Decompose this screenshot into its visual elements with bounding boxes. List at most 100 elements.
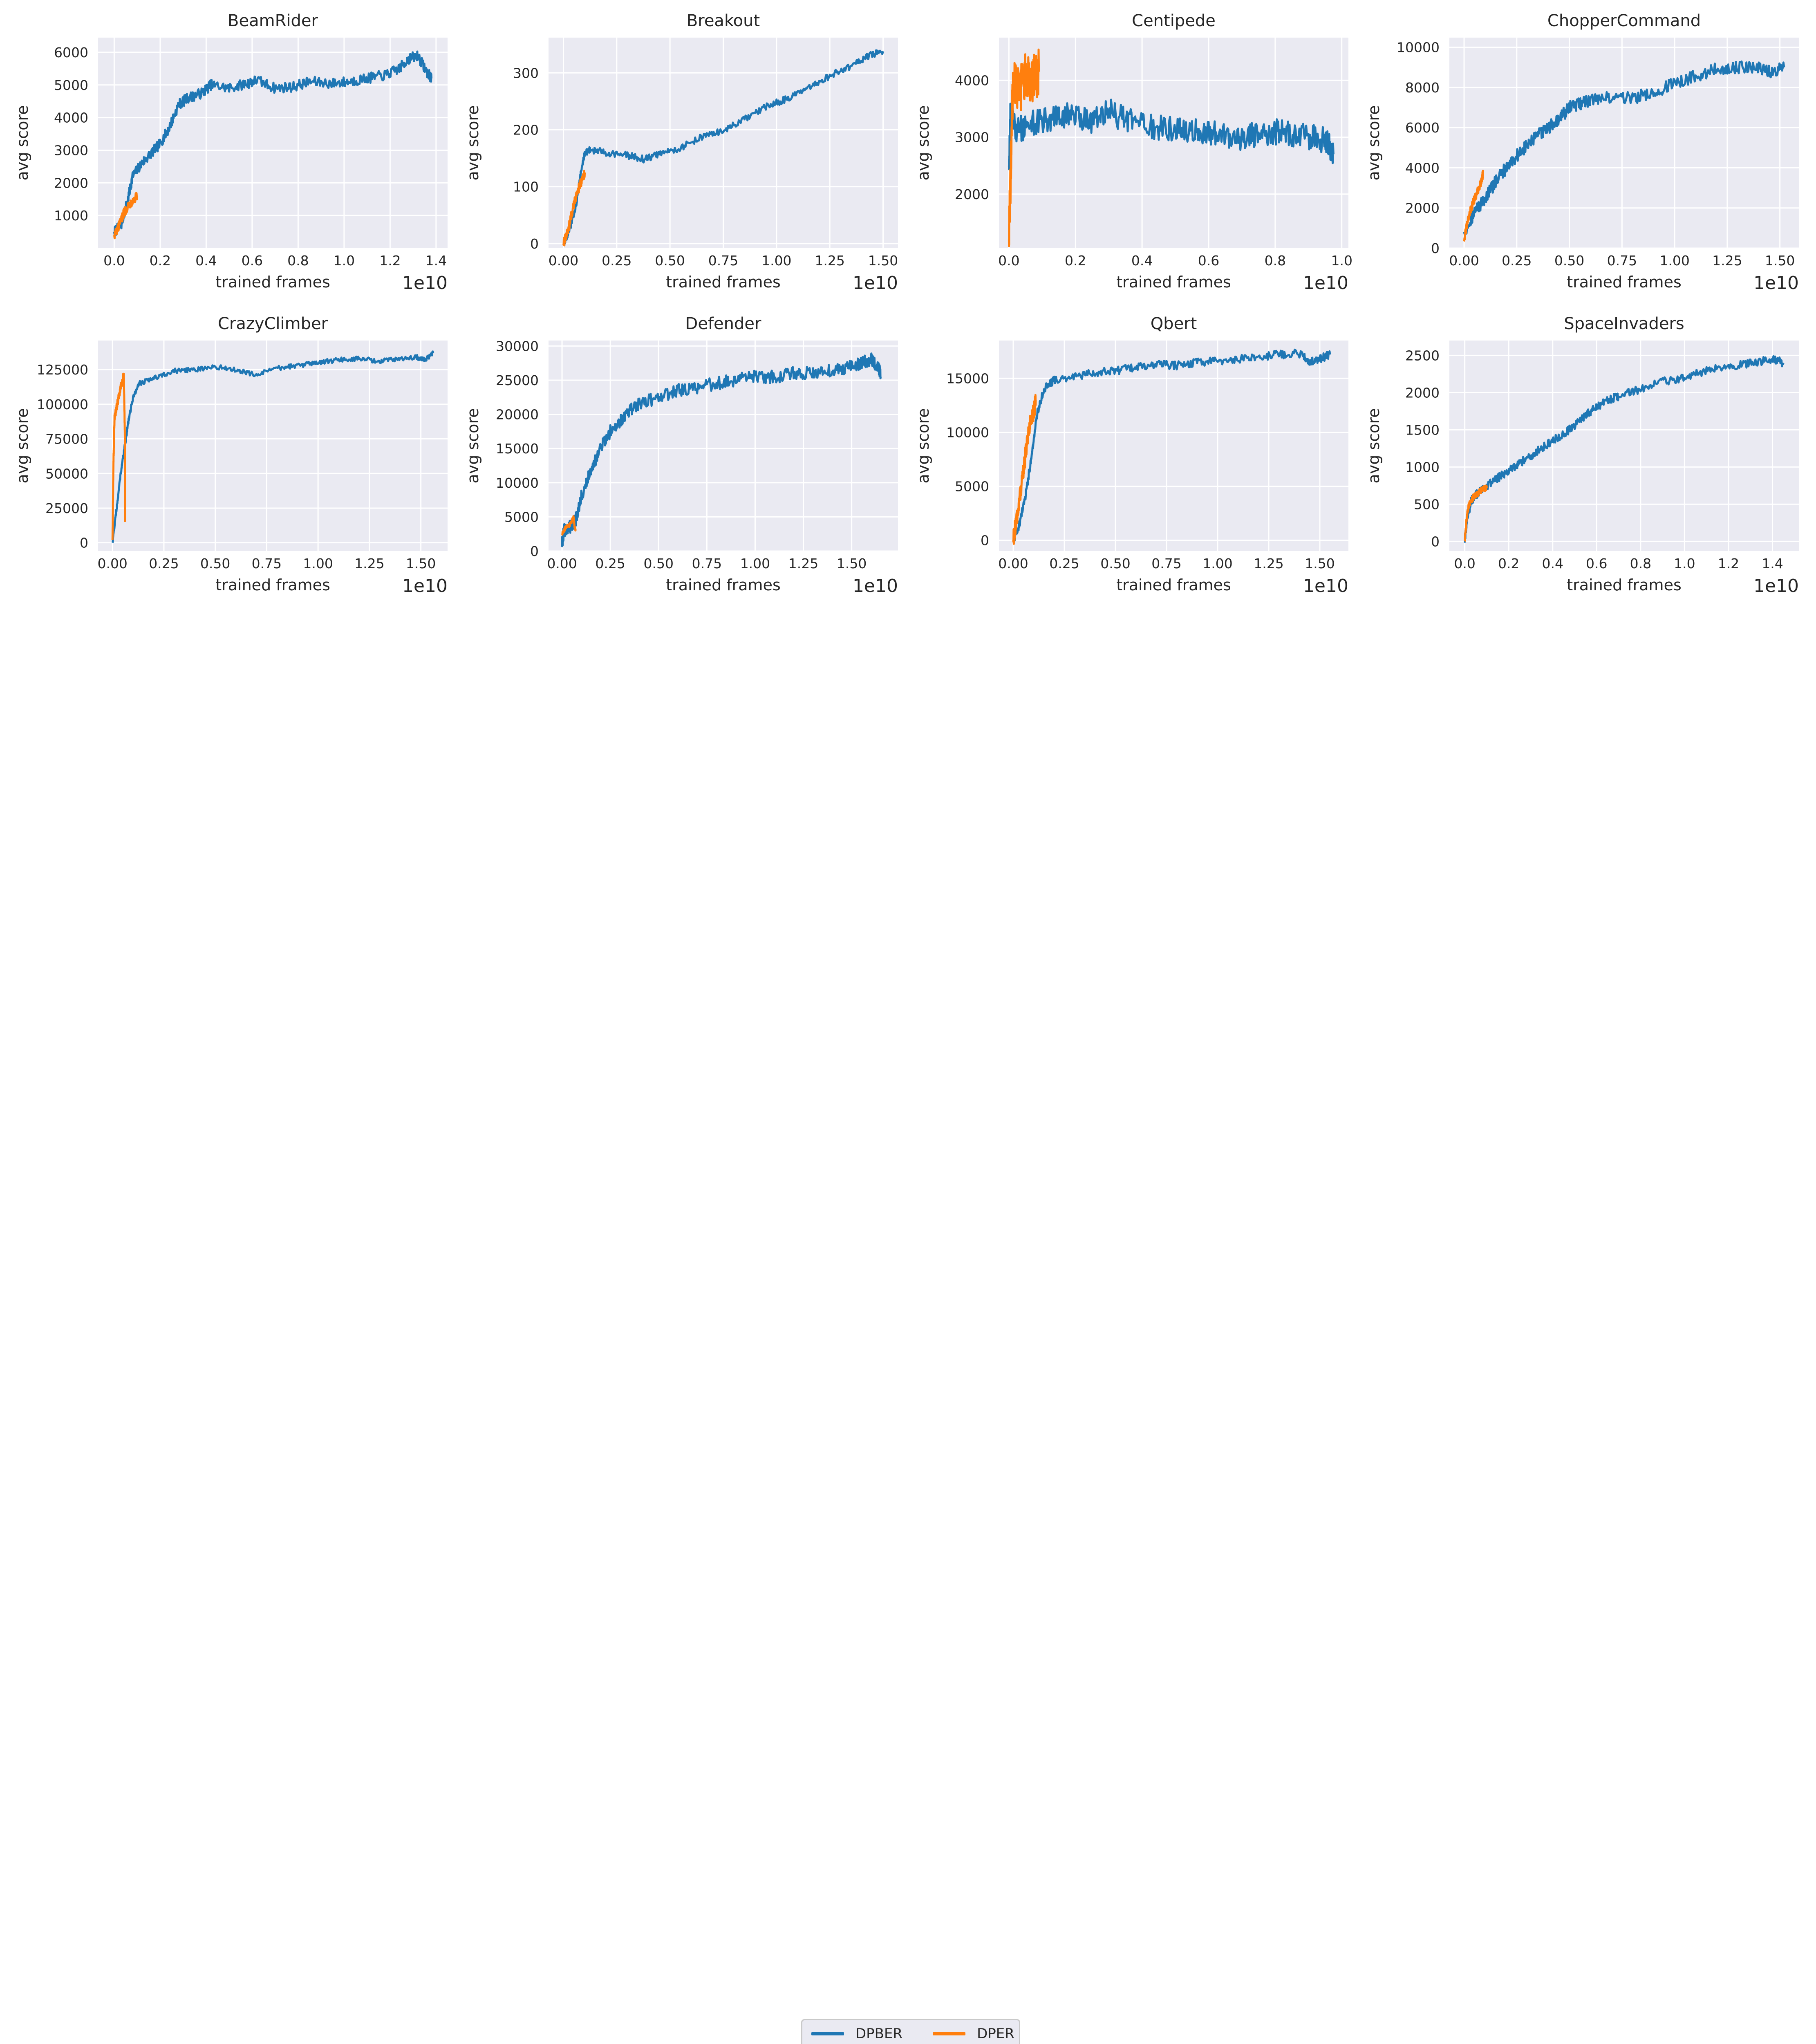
y-tick-label: 5000 [504, 509, 539, 525]
subplot-centipede: 0.0 0.2 0.4 0.6 0.8 1.0 2000 3000 4000 Centipede t… [914, 11, 1352, 294]
x-tick-label: 0.2 [1065, 253, 1086, 269]
y-tick-label: 1000 [54, 208, 88, 224]
y-tick-label: 100 [513, 179, 539, 195]
y-tick-label: 10000 [946, 424, 989, 440]
x-tick-label: 1.50 [868, 253, 898, 269]
y-tick-label: 50000 [45, 466, 88, 482]
subplot-title: CrazyClimber [218, 314, 328, 333]
series-line-dper [1463, 170, 1484, 242]
plot-area [98, 341, 448, 551]
x-tick-label: 1.50 [1305, 556, 1335, 572]
series-line-dper [561, 515, 577, 536]
x-tick-label: 1.4 [1762, 556, 1783, 572]
y-tick-label: 0 [981, 533, 989, 549]
y-tick-label: 6000 [54, 45, 88, 61]
legend-swatch-dper [933, 2032, 966, 2035]
x-axis-label: trained frames [215, 576, 330, 594]
y-tick-label: 500 [1414, 496, 1440, 512]
series-line-dper [113, 192, 139, 240]
y-axis-label: avg score [1365, 408, 1383, 483]
x-tick-label: 1.2 [1718, 556, 1739, 572]
x-tick-label: 0.75 [1607, 253, 1637, 269]
plot-area [549, 341, 898, 551]
series-line-dpber [1463, 60, 1785, 235]
y-tick-label: 5000 [955, 479, 989, 495]
y-tick-label: 2500 [1405, 347, 1440, 363]
x-axis-label: trained frames [215, 273, 330, 291]
y-tick-label: 15000 [496, 441, 539, 457]
y-axis-label: avg score [13, 105, 31, 180]
y-tick-label: 25000 [45, 500, 88, 516]
x-tick-label: 0.6 [242, 253, 263, 269]
series-line-dper [111, 372, 126, 540]
subplot-title: SpaceInvaders [1564, 314, 1684, 333]
x-axis-label: trained frames [1567, 273, 1682, 291]
x-offset-label: 1e10 [1303, 273, 1348, 294]
x-axis-label: trained frames [1116, 576, 1231, 594]
x-tick-label: 0.25 [595, 556, 625, 572]
x-tick-label: 1.00 [1659, 253, 1689, 269]
x-tick-label: 0.8 [1265, 253, 1286, 269]
y-tick-label: 30000 [496, 338, 539, 354]
x-tick-label: 0.8 [287, 253, 309, 269]
subplot-title: Breakout [687, 11, 760, 30]
plot-area [999, 341, 1348, 551]
x-offset-label: 1e10 [853, 273, 898, 294]
x-tick-label: 0.00 [998, 556, 1028, 572]
y-tick-label: 3000 [54, 142, 88, 158]
subplot-title: Centipede [1132, 11, 1216, 30]
x-tick-label: 0.0 [1454, 556, 1475, 572]
x-tick-label: 1.25 [815, 253, 844, 269]
x-tick-label: 1.2 [379, 253, 401, 269]
x-tick-label: 0.4 [1542, 556, 1563, 572]
subplot-title: BeamRider [228, 11, 318, 30]
x-tick-label: 1.0 [1674, 556, 1695, 572]
x-tick-label: 1.00 [761, 253, 791, 269]
y-tick-label: 0 [1431, 240, 1440, 256]
y-tick-label: 0 [80, 535, 88, 551]
x-tick-label: 0.2 [1498, 556, 1519, 572]
x-tick-label: 0.00 [97, 556, 127, 572]
y-tick-label: 6000 [1405, 120, 1440, 136]
y-axis-label: avg score [1365, 105, 1383, 180]
y-tick-label: 2000 [955, 186, 989, 202]
legend: DPBER DPER [801, 2019, 1020, 2044]
x-tick-label: 0.25 [602, 253, 631, 269]
y-tick-label: 2000 [54, 175, 88, 191]
x-tick-label: 1.0 [1331, 253, 1352, 269]
x-tick-label: 0.00 [547, 556, 577, 572]
x-tick-label: 1.25 [1712, 253, 1742, 269]
y-tick-label: 1000 [1405, 459, 1440, 475]
y-tick-label: 10000 [1397, 40, 1440, 56]
x-tick-label: 0.00 [1449, 253, 1479, 269]
x-axis-label: trained frames [1116, 273, 1231, 291]
x-axis-label: trained frames [1567, 576, 1682, 594]
y-tick-label: 3000 [955, 130, 989, 146]
series-line-dpber [562, 49, 884, 246]
subplot-title: ChopperCommand [1547, 11, 1701, 30]
series-line-dpber [113, 50, 433, 236]
x-tick-label: 0.50 [200, 556, 230, 572]
x-tick-label: 0.0 [103, 253, 125, 269]
x-offset-label: 1e10 [853, 576, 898, 596]
legend-swatch-dpber [811, 2032, 844, 2035]
y-tick-label: 200 [513, 122, 539, 138]
x-tick-label: 0.75 [252, 556, 282, 572]
y-axis-label: avg score [914, 105, 932, 180]
x-tick-label: 0.75 [1151, 556, 1181, 572]
y-tick-label: 75000 [45, 431, 88, 447]
x-tick-label: 0.6 [1198, 253, 1219, 269]
x-tick-label: 0.4 [195, 253, 217, 269]
x-tick-label: 1.25 [1254, 556, 1283, 572]
x-axis-label: trained frames [666, 576, 781, 594]
y-axis-label: avg score [914, 408, 932, 483]
x-tick-label: 0.8 [1630, 556, 1651, 572]
series-line-dpber [561, 352, 882, 547]
series-line-dpber [1464, 355, 1785, 543]
x-tick-label: 1.4 [425, 253, 447, 269]
y-tick-label: 15000 [946, 370, 989, 386]
series-line-dper [1008, 48, 1040, 247]
x-tick-label: 1.00 [740, 556, 770, 572]
series-line-dpber [1012, 348, 1331, 542]
series-line-dper [1464, 484, 1488, 542]
